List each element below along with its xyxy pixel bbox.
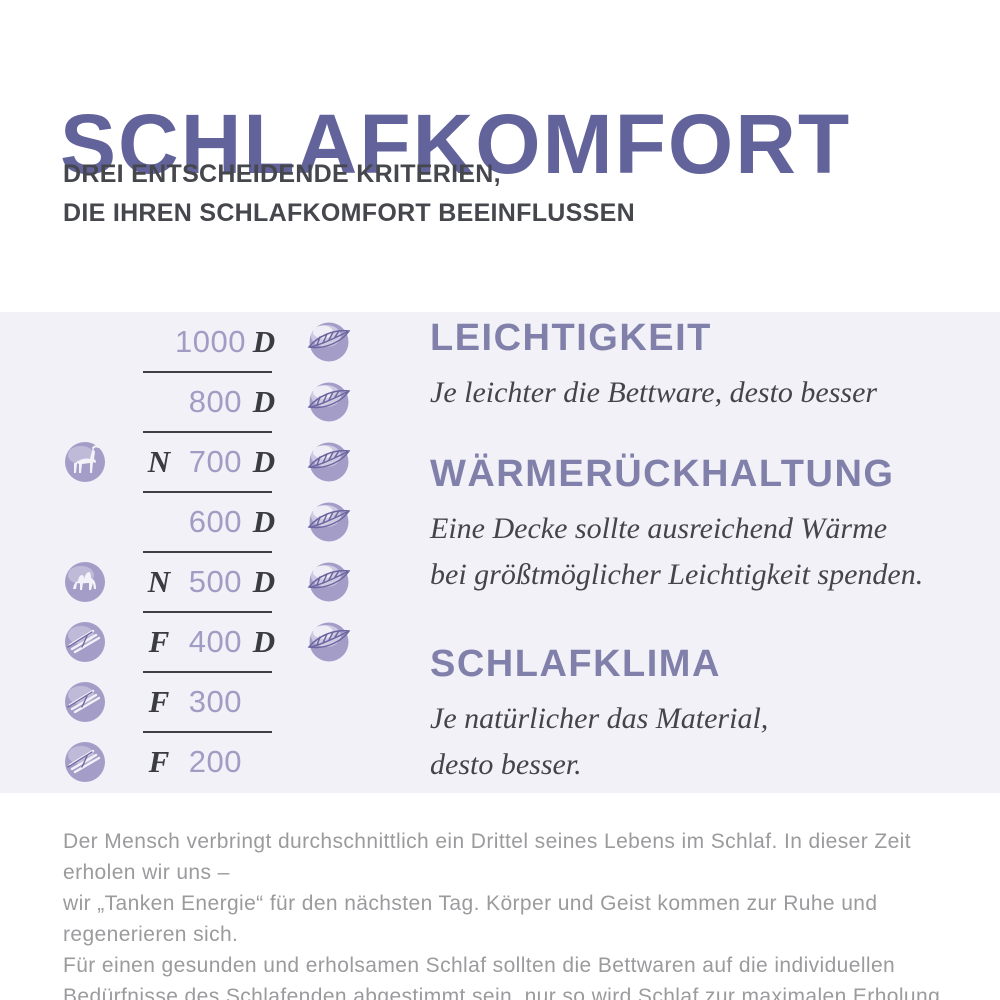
scale-row: F 400 D — [0, 612, 380, 672]
fill-power-value: 200 — [188, 744, 242, 779]
fill-power-value: 500 — [188, 564, 242, 599]
material-letter: N — [147, 564, 171, 599]
criterion-text-line: Je natürlicher das Material, — [430, 702, 769, 735]
fill-power-value: 700 — [188, 444, 242, 479]
scale-row: F 200 — [0, 732, 380, 792]
page-subtitle: DREI ENTSCHEIDENDE KRITERIEN, DIE IHREN … — [63, 155, 635, 233]
footer-line: Für einen gesunden und erholsamen Schlaf… — [63, 954, 896, 977]
criterion-waermerueckhaltung: WÄRMERÜCKHALTUNG Eine Decke sollte ausre… — [430, 452, 970, 598]
material-letter: F — [148, 684, 170, 719]
material-letter: F — [148, 744, 170, 779]
cashmere-goat-icon — [62, 439, 108, 485]
natural-fiber-icon — [62, 619, 108, 665]
scale-separator — [143, 431, 272, 433]
footer-line: Bedürfnisse des Schlafenden abgestimmt s… — [63, 985, 947, 1000]
fill-power-value: 800 — [188, 384, 242, 419]
natural-fiber-icon — [62, 679, 108, 725]
scale-separator — [143, 491, 272, 493]
footer-line: Der Mensch verbringt durchschnittlich ei… — [63, 830, 911, 884]
feather-icon — [306, 319, 352, 365]
fill-power-value: 600 — [188, 504, 242, 539]
fill-power-scale: 1000 D — [0, 312, 380, 793]
criterion-heading: SCHLAFKLIMA — [430, 643, 721, 685]
fill-power-value: 400 — [188, 624, 242, 659]
material-letter: F — [148, 624, 170, 659]
comfort-panel: 1000 D — [0, 312, 1000, 793]
footer-line: wir „Tanken Energie“ für den nächsten Ta… — [63, 892, 878, 946]
criterion-text-line: Eine Decke sollte ausreichend Wärme — [430, 512, 888, 545]
scale-row: N 500 D — [0, 552, 380, 612]
scale-suffix: D — [252, 504, 276, 539]
scale-separator — [143, 551, 272, 553]
feather-icon — [306, 439, 352, 485]
feather-icon — [306, 559, 352, 605]
scale-suffix: D — [252, 384, 276, 419]
scale-suffix: D — [252, 444, 276, 479]
criterion-text-line: desto besser. — [430, 748, 582, 781]
subtitle-line: DIE IHREN SCHLAFKOMFORT BEEINFLUSSEN — [63, 199, 635, 227]
feather-icon — [306, 379, 352, 425]
criterion-heading: LEICHTIGKEIT — [430, 317, 712, 359]
scale-separator — [143, 611, 272, 613]
scale-separator — [143, 371, 272, 373]
criterion-text-line: Je leichter die Bettware, desto besser — [430, 376, 878, 409]
scale-row: F 300 — [0, 672, 380, 732]
criterion-text-line: bei größtmöglicher Leichtigkeit spenden. — [430, 558, 924, 591]
material-letter: N — [147, 444, 171, 479]
footer-text: Der Mensch verbringt durchschnittlich ei… — [63, 826, 983, 1000]
natural-fiber-icon — [62, 739, 108, 785]
scale-suffix: D — [252, 324, 276, 359]
camel-icon — [62, 559, 108, 605]
scale-separator — [143, 671, 272, 673]
scale-suffix: D — [252, 564, 276, 599]
scale-suffix: D — [252, 624, 276, 659]
scale-separator — [143, 731, 272, 733]
scale-row: 800 D — [0, 372, 380, 432]
criterion-schlafklima: SCHLAFKLIMA Je natürlicher das Material,… — [430, 642, 970, 788]
criterion-heading: WÄRMERÜCKHALTUNG — [430, 453, 895, 495]
feather-icon — [306, 499, 352, 545]
fill-power-value: 300 — [188, 684, 242, 719]
scale-row: 1000 D — [0, 312, 380, 372]
scale-row: 600 D — [0, 492, 380, 552]
subtitle-line: DREI ENTSCHEIDENDE KRITERIEN, — [63, 160, 501, 188]
page-title: SCHLAFKOMFORT — [60, 97, 852, 192]
scale-row: N 700 D — [0, 432, 380, 492]
fill-power-value: 1000 — [175, 324, 246, 359]
feather-icon — [306, 619, 352, 665]
criterion-leichtigkeit: LEICHTIGKEIT Je leichter die Bettware, d… — [430, 316, 970, 416]
